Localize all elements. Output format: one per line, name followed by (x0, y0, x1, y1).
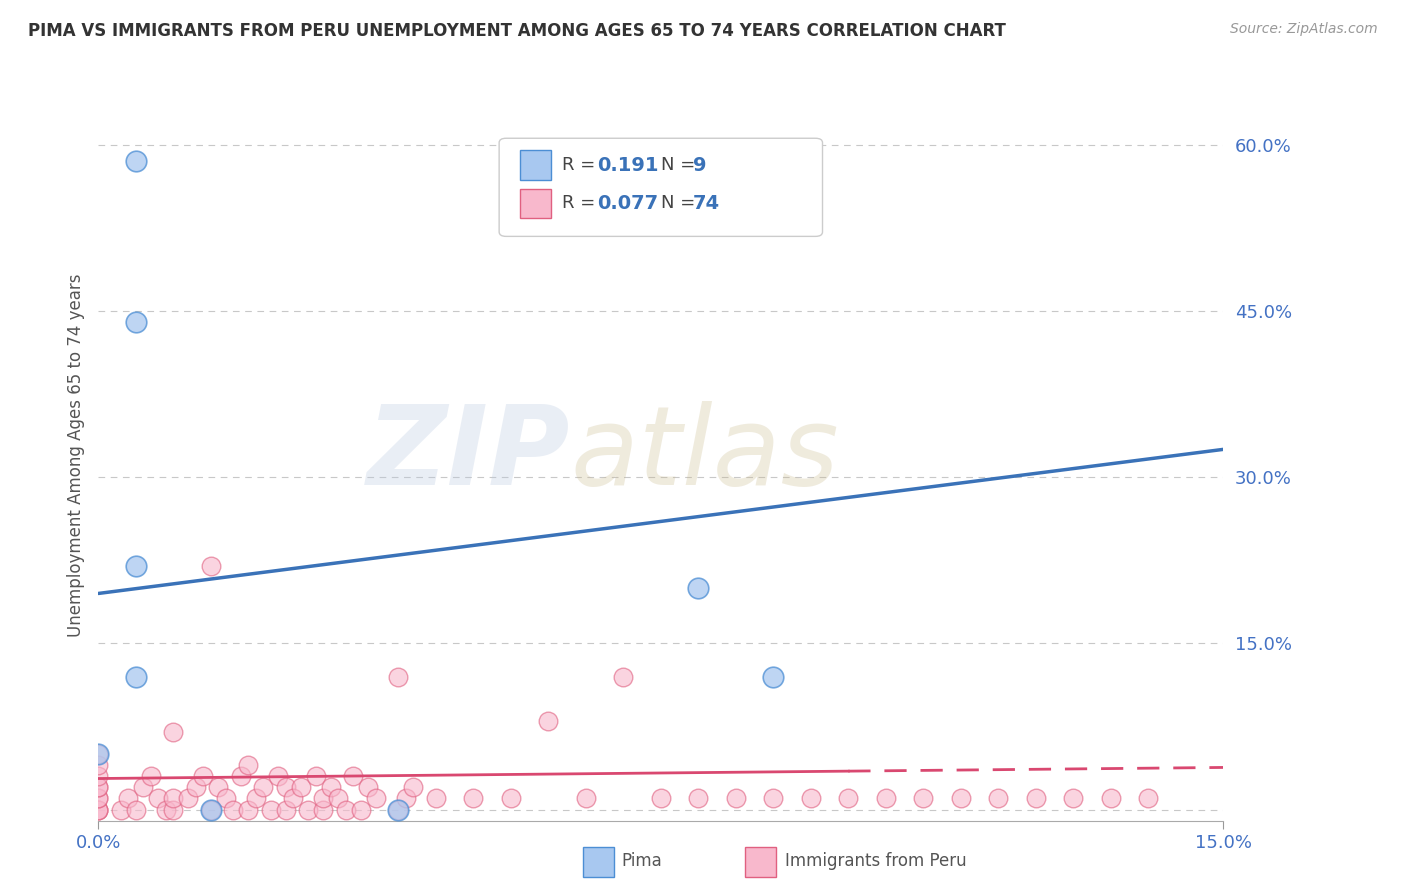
Point (357, 780, 380, 795)
Point (1137, 791, 1160, 805)
Point (132, 780, 155, 795)
Text: Source: ZipAtlas.com: Source: ZipAtlas.com (1230, 22, 1378, 37)
Text: R =: R = (562, 156, 602, 174)
Point (364, 791, 387, 805)
Point (425, 791, 447, 805)
Point (87, 747, 110, 761)
Text: 74: 74 (693, 194, 720, 213)
Text: 0.077: 0.077 (598, 194, 658, 213)
Text: PIMA VS IMMIGRANTS FROM PERU UNEMPLOYMENT AMONG AGES 65 TO 74 YEARS CORRELATION : PIMA VS IMMIGRANTS FROM PERU UNEMPLOYMEN… (28, 22, 1007, 40)
Text: R =: R = (562, 194, 602, 212)
Point (1062, 791, 1084, 805)
Point (297, 803, 319, 817)
Point (305, 769, 328, 783)
Point (87, 747, 110, 761)
Point (87, 791, 110, 805)
Point (193, 769, 215, 783)
Point (177, 791, 200, 805)
Point (650, 791, 672, 805)
Point (125, 669, 148, 683)
Point (245, 791, 267, 805)
Point (222, 803, 245, 817)
Point (800, 791, 823, 805)
Point (274, 780, 297, 795)
Text: N =: N = (661, 194, 700, 212)
Point (499, 791, 522, 805)
Point (87, 803, 110, 817)
Point (612, 669, 634, 683)
Point (139, 769, 162, 783)
Point (328, 791, 350, 805)
Text: 0.191: 0.191 (598, 155, 659, 175)
Point (387, 669, 409, 683)
Point (162, 725, 184, 739)
Text: atlas: atlas (571, 401, 839, 508)
Point (267, 769, 290, 783)
Point (155, 803, 177, 817)
Point (110, 803, 132, 817)
Point (252, 780, 274, 795)
Point (87, 769, 110, 783)
Point (125, 558, 148, 573)
Point (762, 669, 785, 683)
Point (537, 714, 560, 728)
Point (312, 803, 335, 817)
Point (125, 803, 148, 817)
Point (912, 791, 935, 805)
Text: ZIP: ZIP (367, 401, 571, 508)
Point (184, 780, 207, 795)
Point (162, 803, 184, 817)
Point (87, 780, 110, 795)
Point (238, 758, 260, 772)
Point (125, 315, 148, 329)
Point (335, 803, 357, 817)
Point (724, 791, 747, 805)
Point (688, 791, 710, 805)
Point (395, 791, 418, 805)
Point (260, 803, 283, 817)
Point (402, 780, 425, 795)
Point (162, 791, 184, 805)
Point (200, 558, 222, 573)
Point (837, 791, 859, 805)
Point (290, 780, 312, 795)
Point (463, 791, 485, 805)
Point (215, 791, 238, 805)
Point (575, 791, 598, 805)
Point (87, 803, 110, 817)
Point (387, 803, 409, 817)
Text: 9: 9 (693, 155, 707, 175)
Point (1025, 791, 1047, 805)
Point (875, 791, 897, 805)
Point (125, 154, 148, 169)
Point (87, 791, 110, 805)
Point (283, 791, 305, 805)
Point (312, 791, 335, 805)
Point (342, 769, 364, 783)
Point (87, 803, 110, 817)
Point (350, 803, 373, 817)
Point (688, 581, 710, 595)
Point (949, 791, 972, 805)
Point (1099, 791, 1122, 805)
Point (200, 803, 222, 817)
Point (229, 769, 252, 783)
Point (238, 803, 260, 817)
Text: N =: N = (661, 156, 700, 174)
Text: Pima: Pima (621, 852, 662, 870)
Point (987, 791, 1010, 805)
Point (207, 780, 229, 795)
Text: Immigrants from Peru: Immigrants from Peru (785, 852, 966, 870)
Point (117, 791, 139, 805)
Point (762, 791, 785, 805)
Point (200, 803, 222, 817)
Point (387, 803, 409, 817)
Point (148, 791, 170, 805)
Y-axis label: Unemployment Among Ages 65 to 74 years: Unemployment Among Ages 65 to 74 years (66, 273, 84, 637)
Point (274, 803, 297, 817)
Point (87, 780, 110, 795)
Point (87, 758, 110, 772)
Point (319, 780, 342, 795)
